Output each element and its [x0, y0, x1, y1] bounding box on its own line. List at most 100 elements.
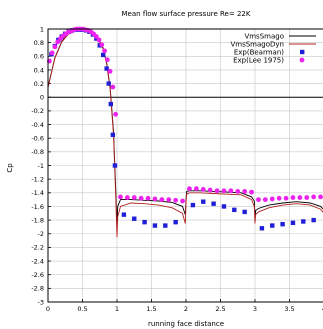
y-tick-label: -3 [38, 298, 44, 306]
data-point-exp-lee-1975 [228, 188, 234, 194]
data-point-exp-bearman [211, 201, 216, 206]
data-point-exp-bearman [152, 223, 158, 228]
y-tick-label: -1.8 [31, 216, 44, 224]
y-tick-label: 0 [40, 94, 44, 102]
data-point-exp-lee-1975 [214, 188, 220, 194]
data-point-exp-lee-1975 [290, 195, 296, 200]
x-tick-label: 4 [322, 305, 323, 313]
data-point-exp-lee-1975 [276, 195, 282, 201]
data-point-exp-lee-1975 [166, 197, 172, 203]
data-point-exp-lee-1975 [221, 188, 227, 194]
grid-layer [47, 28, 323, 303]
data-point-exp-bearman [142, 219, 147, 225]
data-point-exp-bearman [106, 81, 111, 86]
legend-label-vmssmagodyn: VmsSmagoDyn [230, 41, 284, 49]
data-point-exp-bearman [101, 52, 106, 58]
data-point-exp-lee-1975 [242, 189, 248, 194]
y-tick-label: -2 [38, 230, 44, 238]
data-point-exp-lee-1975 [304, 195, 310, 200]
x-tick-label: 3.5 [284, 305, 294, 313]
chart-title: Mean flow surface pressure Re= 22K [122, 10, 251, 18]
data-point-exp-lee-1975 [118, 194, 123, 200]
data-point-exp-lee-1975 [131, 195, 137, 200]
plot-frame [47, 28, 323, 303]
data-point-exp-bearman [104, 66, 109, 71]
data-point-exp-bearman [221, 204, 227, 209]
data-point-exp-bearman [232, 207, 237, 213]
y-tick-label: 1 [40, 25, 44, 33]
y-tick-label: -0.6 [31, 135, 44, 143]
data-point-exp-lee-1975 [180, 198, 185, 204]
data-point-exp-lee-1975 [124, 195, 130, 200]
y-tick-label: -0.8 [31, 148, 44, 156]
data-point-exp-lee-1975 [152, 196, 158, 202]
x-tick-label: 0 [46, 305, 50, 313]
tick-layer: 0 0.5 1 1.5 2 2.5 3 3.5 4 1 0.8 0.6 0.4 0.2 0 -0.2 -0.4 -… [31, 25, 323, 313]
data-point-exp-bearman [112, 163, 118, 168]
data-point-exp-lee-1975 [104, 57, 110, 63]
data-point-exp-lee-1975 [297, 195, 303, 200]
data-point-exp-bearman [132, 216, 137, 221]
data-point-exp-lee-1975 [159, 197, 165, 203]
x-axis-label: running face distance [148, 320, 224, 328]
data-point-exp-lee-1975 [235, 189, 241, 194]
y-tick-label: -1.6 [31, 203, 44, 211]
data-point-exp-lee-1975 [113, 111, 119, 117]
x-tick-label: 1.5 [146, 305, 156, 313]
data-point-exp-lee-1975 [99, 42, 105, 48]
legend-label-exp-lee-1975: Exp(Lee 1975) [233, 57, 284, 65]
data-point-exp-lee-1975 [96, 37, 102, 43]
data-point-exp-lee-1975 [269, 196, 275, 202]
data-point-exp-lee-1975 [93, 34, 99, 39]
data-point-exp-bearman [190, 202, 196, 208]
x-tick-label: 2.5 [215, 305, 225, 313]
data-point-exp-lee-1975 [200, 186, 206, 192]
legend-swatch-exp-bearman [300, 49, 305, 55]
legend-label-exp-bearman: Exp(Bearman) [234, 49, 284, 57]
data-point-exp-lee-1975 [318, 194, 323, 200]
data-point-exp-lee-1975 [52, 44, 58, 50]
y-tick-label: -2.8 [31, 285, 44, 293]
legend-swatch-exp-lee-1975 [299, 57, 305, 63]
data-point-exp-bearman [110, 132, 116, 137]
data-point-exp-lee-1975 [138, 195, 144, 201]
data-point-exp-lee-1975 [256, 197, 261, 203]
y-tick-label: -0.2 [31, 107, 44, 115]
data-point-exp-bearman [121, 212, 127, 217]
data-point-exp-lee-1975 [55, 39, 61, 45]
data-point-exp-bearman [301, 219, 306, 224]
data-point-exp-bearman [201, 199, 206, 204]
data-point-exp-lee-1975 [311, 194, 317, 200]
series-layer [46, 26, 323, 238]
x-tick-label: 3 [253, 305, 257, 313]
data-point-exp-lee-1975 [102, 48, 107, 54]
x-tick-label: 0.5 [77, 305, 87, 313]
x-tick-label: 1 [115, 305, 119, 313]
data-point-exp-lee-1975 [145, 195, 151, 201]
y-tick-label: -1.2 [31, 175, 44, 183]
data-point-exp-lee-1975 [110, 84, 116, 90]
data-point-exp-bearman [280, 221, 285, 227]
y-tick-label: 0.6 [34, 53, 44, 61]
data-point-exp-bearman [270, 223, 275, 228]
y-tick-label: 0.8 [34, 39, 44, 47]
data-point-exp-lee-1975 [249, 189, 254, 195]
data-point-exp-bearman [108, 101, 113, 107]
data-point-exp-lee-1975 [207, 187, 213, 193]
data-point-exp-bearman [173, 219, 178, 225]
data-point-exp-bearman [259, 226, 265, 231]
x-tick-label: 2 [184, 305, 188, 313]
data-point-exp-lee-1975 [49, 50, 55, 56]
data-point-exp-bearman [290, 220, 296, 226]
y-tick-label: -0.4 [31, 121, 44, 129]
data-point-exp-lee-1975 [107, 68, 113, 74]
y-tick-label: -2.4 [31, 257, 44, 265]
data-point-exp-bearman [242, 209, 247, 215]
data-point-exp-lee-1975 [173, 197, 179, 203]
y-tick-label: -2.2 [31, 244, 44, 252]
y-tick-label: 0.4 [34, 66, 44, 74]
y-tick-label: 0.2 [34, 80, 44, 88]
